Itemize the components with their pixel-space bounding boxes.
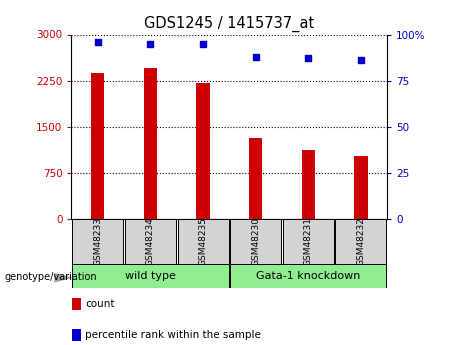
Bar xyxy=(230,219,281,264)
Point xyxy=(305,56,312,61)
Bar xyxy=(355,156,367,219)
Bar xyxy=(72,264,229,288)
Bar xyxy=(91,73,104,219)
Text: GSM48231: GSM48231 xyxy=(304,217,313,266)
Point xyxy=(252,54,260,59)
Point xyxy=(199,41,207,47)
Text: Gata-1 knockdown: Gata-1 knockdown xyxy=(256,271,361,281)
Bar xyxy=(196,83,210,219)
Text: GSM48234: GSM48234 xyxy=(146,217,155,266)
Bar xyxy=(230,264,386,288)
Text: GSM48233: GSM48233 xyxy=(93,217,102,266)
Bar xyxy=(72,328,81,341)
Bar xyxy=(125,219,176,264)
Text: GSM48232: GSM48232 xyxy=(356,217,366,266)
Bar xyxy=(72,297,81,310)
Text: count: count xyxy=(85,299,115,308)
Text: GSM48235: GSM48235 xyxy=(199,217,207,266)
Bar xyxy=(177,219,229,264)
Text: wild type: wild type xyxy=(125,271,176,281)
Text: genotype/variation: genotype/variation xyxy=(5,272,97,282)
Bar xyxy=(301,149,315,219)
Bar xyxy=(283,219,334,264)
Point xyxy=(147,41,154,47)
Text: GSM48230: GSM48230 xyxy=(251,217,260,266)
Polygon shape xyxy=(54,273,73,283)
Bar xyxy=(249,138,262,219)
Text: percentile rank within the sample: percentile rank within the sample xyxy=(85,330,261,339)
Bar xyxy=(72,219,123,264)
Point xyxy=(357,58,365,63)
Bar xyxy=(336,219,386,264)
Title: GDS1245 / 1415737_at: GDS1245 / 1415737_at xyxy=(144,16,314,32)
Bar xyxy=(144,68,157,219)
Point xyxy=(94,39,101,45)
